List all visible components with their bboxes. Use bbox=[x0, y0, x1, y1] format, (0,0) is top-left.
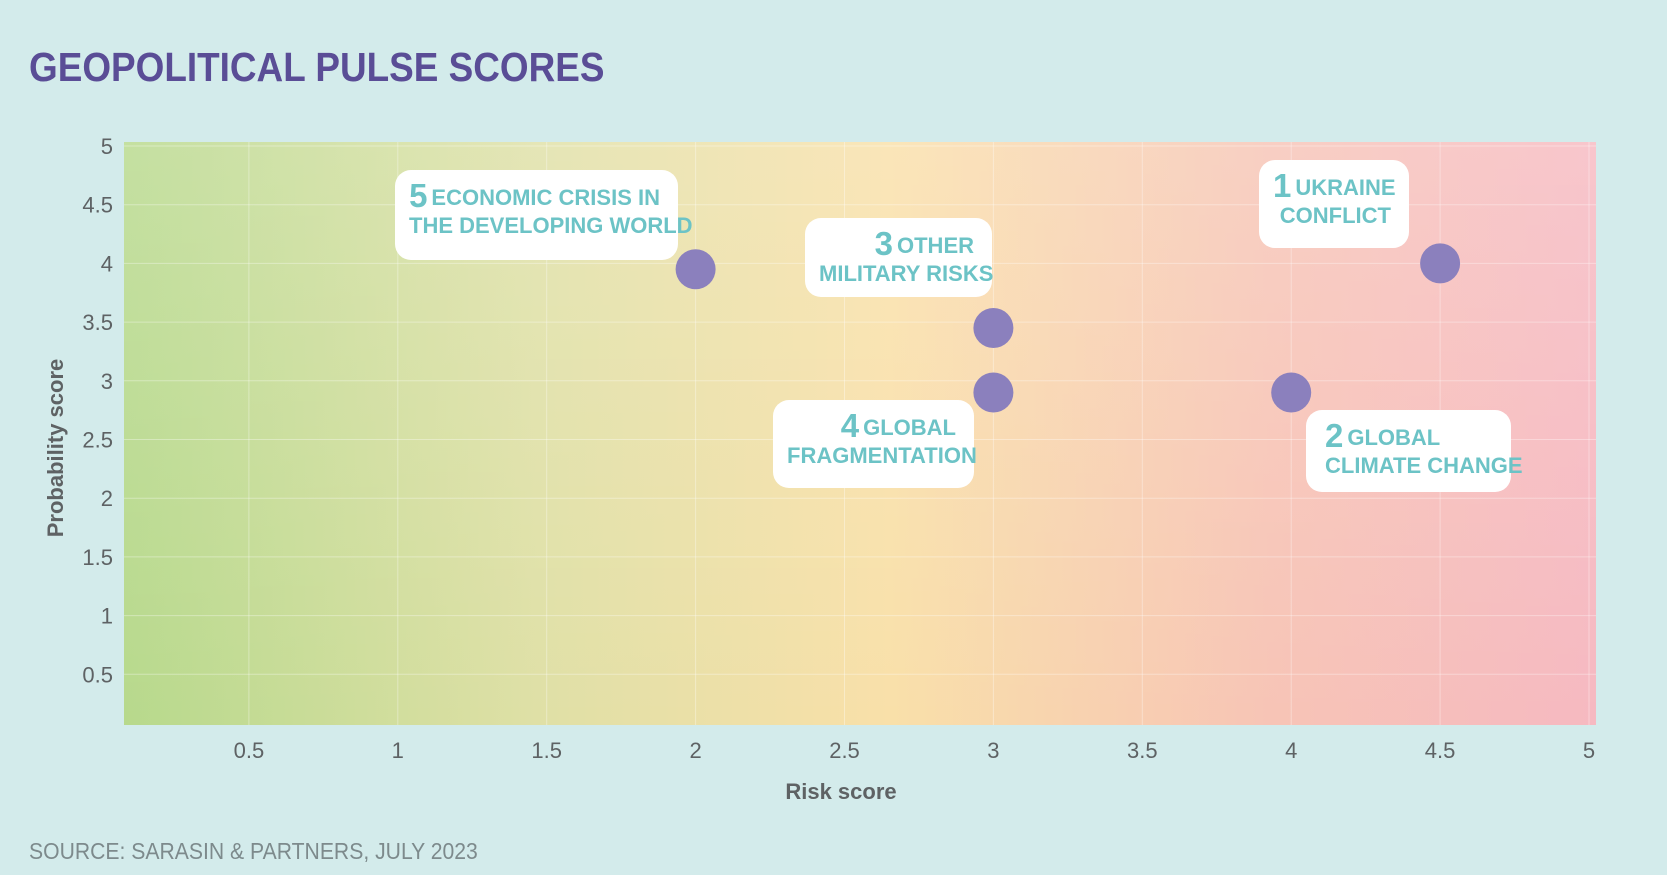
callout-point-5: 5 ECONOMIC CRISIS IN THE DEVELOPING WORLD bbox=[395, 170, 693, 260]
y-tick-label: 1.5 bbox=[82, 545, 113, 570]
y-tick-label: 3 bbox=[101, 369, 113, 394]
data-point-3 bbox=[973, 307, 1014, 348]
y-axis-ticks: 0.5 1 1.5 2 2.5 3 3.5 4 4.5 5 bbox=[82, 134, 113, 687]
chart-title: GEOPOLITICAL PULSE SCORES bbox=[29, 44, 605, 90]
callout-point-3: 3 OTHER MILITARY RISKS bbox=[805, 218, 994, 297]
data-point-4 bbox=[973, 372, 1014, 413]
point-label-line1: ECONOMIC CRISIS IN bbox=[431, 185, 660, 210]
y-tick-label: 5 bbox=[101, 134, 113, 159]
y-tick-label: 3.5 bbox=[82, 310, 113, 335]
point-rank: 5 bbox=[409, 177, 428, 214]
x-tick-label: 2 bbox=[689, 738, 701, 763]
point-rank: 2 bbox=[1325, 417, 1344, 454]
point-label-line1: GLOBAL bbox=[863, 415, 956, 440]
callout-point-1: 1 UKRAINE CONFLICT bbox=[1259, 160, 1409, 248]
data-point-2 bbox=[1271, 372, 1312, 413]
point-label-line2: THE DEVELOPING WORLD bbox=[409, 213, 693, 238]
data-points bbox=[675, 243, 1461, 413]
y-tick-label: 2 bbox=[101, 486, 113, 511]
x-tick-label: 4 bbox=[1285, 738, 1297, 763]
x-tick-label: 4.5 bbox=[1425, 738, 1456, 763]
x-axis-ticks: 0.5 1 1.5 2 2.5 3 3.5 4 4.5 5 bbox=[234, 738, 1596, 763]
point-rank: 1 bbox=[1273, 167, 1292, 204]
x-tick-label: 3.5 bbox=[1127, 738, 1158, 763]
point-label-line2: CLIMATE CHANGE bbox=[1325, 453, 1523, 478]
callout-point-4: 4 GLOBAL FRAGMENTATION bbox=[773, 400, 977, 488]
point-rank: 3 bbox=[874, 225, 893, 262]
x-tick-label: 5 bbox=[1583, 738, 1595, 763]
x-axis-label: Risk score bbox=[785, 779, 896, 804]
x-tick-label: 1 bbox=[392, 738, 404, 763]
y-tick-label: 4 bbox=[101, 251, 113, 276]
point-label-line1: OTHER bbox=[897, 233, 974, 258]
source-note: SOURCE: SARASIN & PARTNERS, JULY 2023 bbox=[29, 838, 478, 864]
point-label-line2: FRAGMENTATION bbox=[787, 443, 977, 468]
data-point-1 bbox=[1420, 243, 1461, 284]
y-tick-label: 2.5 bbox=[82, 428, 113, 453]
y-tick-label: 1 bbox=[101, 604, 113, 629]
x-tick-label: 1.5 bbox=[531, 738, 562, 763]
data-point-5 bbox=[675, 249, 716, 290]
callout-point-2: 2 GLOBAL CLIMATE CHANGE bbox=[1306, 410, 1523, 492]
x-tick-label: 3 bbox=[987, 738, 999, 763]
x-tick-label: 0.5 bbox=[234, 738, 265, 763]
point-label-line2: CONFLICT bbox=[1279, 203, 1391, 228]
y-tick-label: 0.5 bbox=[82, 662, 113, 687]
y-tick-label: 4.5 bbox=[82, 193, 113, 218]
point-label-line1: UKRAINE bbox=[1295, 175, 1396, 200]
point-rank: 4 bbox=[840, 407, 860, 444]
y-axis-label: Probability score bbox=[43, 359, 68, 538]
x-tick-label: 2.5 bbox=[829, 738, 860, 763]
point-label-line1: GLOBAL bbox=[1347, 425, 1441, 450]
point-label-line2: MILITARY RISKS bbox=[819, 261, 994, 286]
